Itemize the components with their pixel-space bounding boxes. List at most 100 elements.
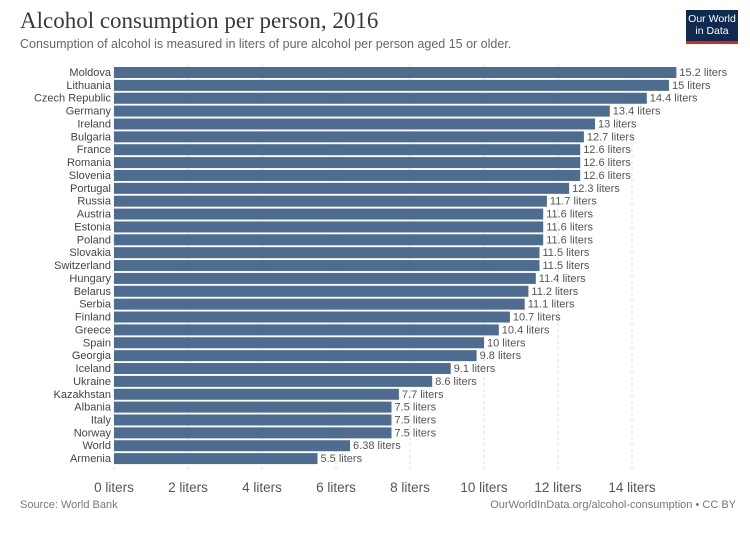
category-label: Iceland (76, 363, 111, 375)
category-label: Albania (74, 402, 112, 414)
category-label: Romania (67, 157, 112, 169)
value-label: 7.7 liters (402, 389, 444, 401)
license-link[interactable]: OurWorldInData.org/alcohol-consumption •… (490, 499, 736, 511)
x-tick-label: 6 liters (316, 480, 356, 495)
category-label: Switzerland (54, 260, 111, 272)
value-label: 11.1 liters (528, 299, 575, 311)
bar[interactable] (114, 440, 351, 452)
value-label: 11.5 liters (543, 260, 590, 272)
category-label: Estonia (74, 221, 112, 233)
x-tick-label: 10 liters (460, 480, 508, 495)
value-label: 12.6 liters (583, 157, 631, 169)
category-label: Spain (83, 337, 111, 349)
category-label: Slovenia (69, 170, 112, 182)
logo-line-2: in Data (695, 25, 729, 37)
bar[interactable] (114, 221, 544, 233)
category-label: Lithuania (66, 80, 112, 92)
bar[interactable] (114, 363, 451, 375)
bars (114, 67, 677, 465)
value-label: 9.8 liters (480, 350, 522, 362)
value-label: 6.38 liters (353, 440, 401, 452)
value-label: 10 liters (487, 337, 526, 349)
category-label: Kazakhstan (54, 389, 111, 401)
value-label: 7.5 liters (395, 414, 437, 426)
bar[interactable] (114, 208, 544, 220)
category-label: World (82, 440, 111, 452)
bar[interactable] (114, 169, 581, 181)
value-label: 15 liters (672, 80, 711, 92)
bar[interactable] (114, 350, 477, 362)
bar[interactable] (114, 144, 581, 156)
bar[interactable] (114, 375, 433, 387)
bar[interactable] (114, 247, 540, 259)
category-label: Poland (77, 234, 111, 246)
bar[interactable] (114, 92, 647, 104)
bar[interactable] (114, 414, 392, 426)
bar[interactable] (114, 298, 525, 310)
bar[interactable] (114, 453, 318, 465)
bar[interactable] (114, 260, 540, 272)
logo-line-1: Our World (688, 13, 736, 25)
category-label: Belarus (74, 286, 112, 298)
bar[interactable] (114, 234, 544, 246)
bar[interactable] (114, 324, 499, 336)
bar[interactable] (114, 285, 529, 297)
value-label: 11.6 liters (546, 234, 593, 246)
bar[interactable] (114, 427, 392, 439)
bar[interactable] (114, 401, 392, 413)
value-label: 12.3 liters (572, 183, 620, 195)
x-tick-label: 4 liters (242, 480, 282, 495)
bar[interactable] (114, 79, 669, 91)
value-label: 13.4 liters (613, 106, 661, 118)
x-tick-label: 14 liters (608, 480, 656, 495)
value-label: 8.6 liters (435, 376, 477, 388)
owid-logo[interactable]: Our World in Data (686, 10, 738, 44)
x-tick-label: 12 liters (534, 480, 582, 495)
value-label: 14.4 liters (650, 93, 698, 105)
value-label: 11.4 liters (539, 273, 586, 285)
bar[interactable] (114, 157, 581, 169)
bar[interactable] (114, 195, 547, 207)
chart-title: Alcohol consumption per person, 2016 (20, 8, 379, 33)
category-label: France (77, 144, 111, 156)
value-label: 7.5 liters (395, 402, 437, 414)
category-label: Austria (77, 209, 112, 221)
category-label: Russia (77, 196, 112, 208)
bar[interactable] (114, 337, 484, 349)
logo-accent-bar (686, 41, 738, 44)
bar[interactable] (114, 182, 570, 194)
x-tick-label: 2 liters (168, 480, 208, 495)
value-label: 9.1 liters (454, 363, 496, 375)
bar[interactable] (114, 105, 610, 117)
category-label: Greece (75, 324, 111, 336)
category-label: Norway (74, 427, 112, 439)
bar[interactable] (114, 67, 677, 78)
category-label: Georgia (72, 350, 112, 362)
bar[interactable] (114, 118, 595, 130)
value-label: 11.6 liters (546, 209, 593, 221)
value-label: 5.5 liters (321, 453, 363, 465)
value-label: 12.6 liters (583, 144, 631, 156)
value-label: 13 liters (598, 118, 637, 130)
category-label: Czech Republic (34, 93, 112, 105)
chart-subtitle: Consumption of alcohol is measured in li… (20, 37, 512, 51)
category-label: Ireland (77, 118, 111, 130)
value-label: 11.2 liters (531, 286, 578, 298)
bar[interactable] (114, 388, 399, 400)
category-label: Portugal (70, 183, 111, 195)
x-tick-label: 0 liters (94, 480, 134, 495)
value-label: 12.7 liters (587, 131, 635, 143)
category-label: Ukraine (73, 376, 111, 388)
value-label: 10.7 liters (513, 312, 561, 324)
category-label: Armenia (70, 453, 112, 465)
bar[interactable] (114, 131, 584, 143)
x-tick-label: 8 liters (390, 480, 430, 495)
bar[interactable] (114, 311, 510, 323)
category-label: Bulgaria (71, 131, 112, 143)
bar[interactable] (114, 272, 536, 284)
category-label: Slovakia (69, 247, 111, 259)
value-label: 11.7 liters (550, 196, 597, 208)
value-label: 15.2 liters (679, 67, 727, 79)
source-note: Source: World Bank (20, 499, 118, 511)
